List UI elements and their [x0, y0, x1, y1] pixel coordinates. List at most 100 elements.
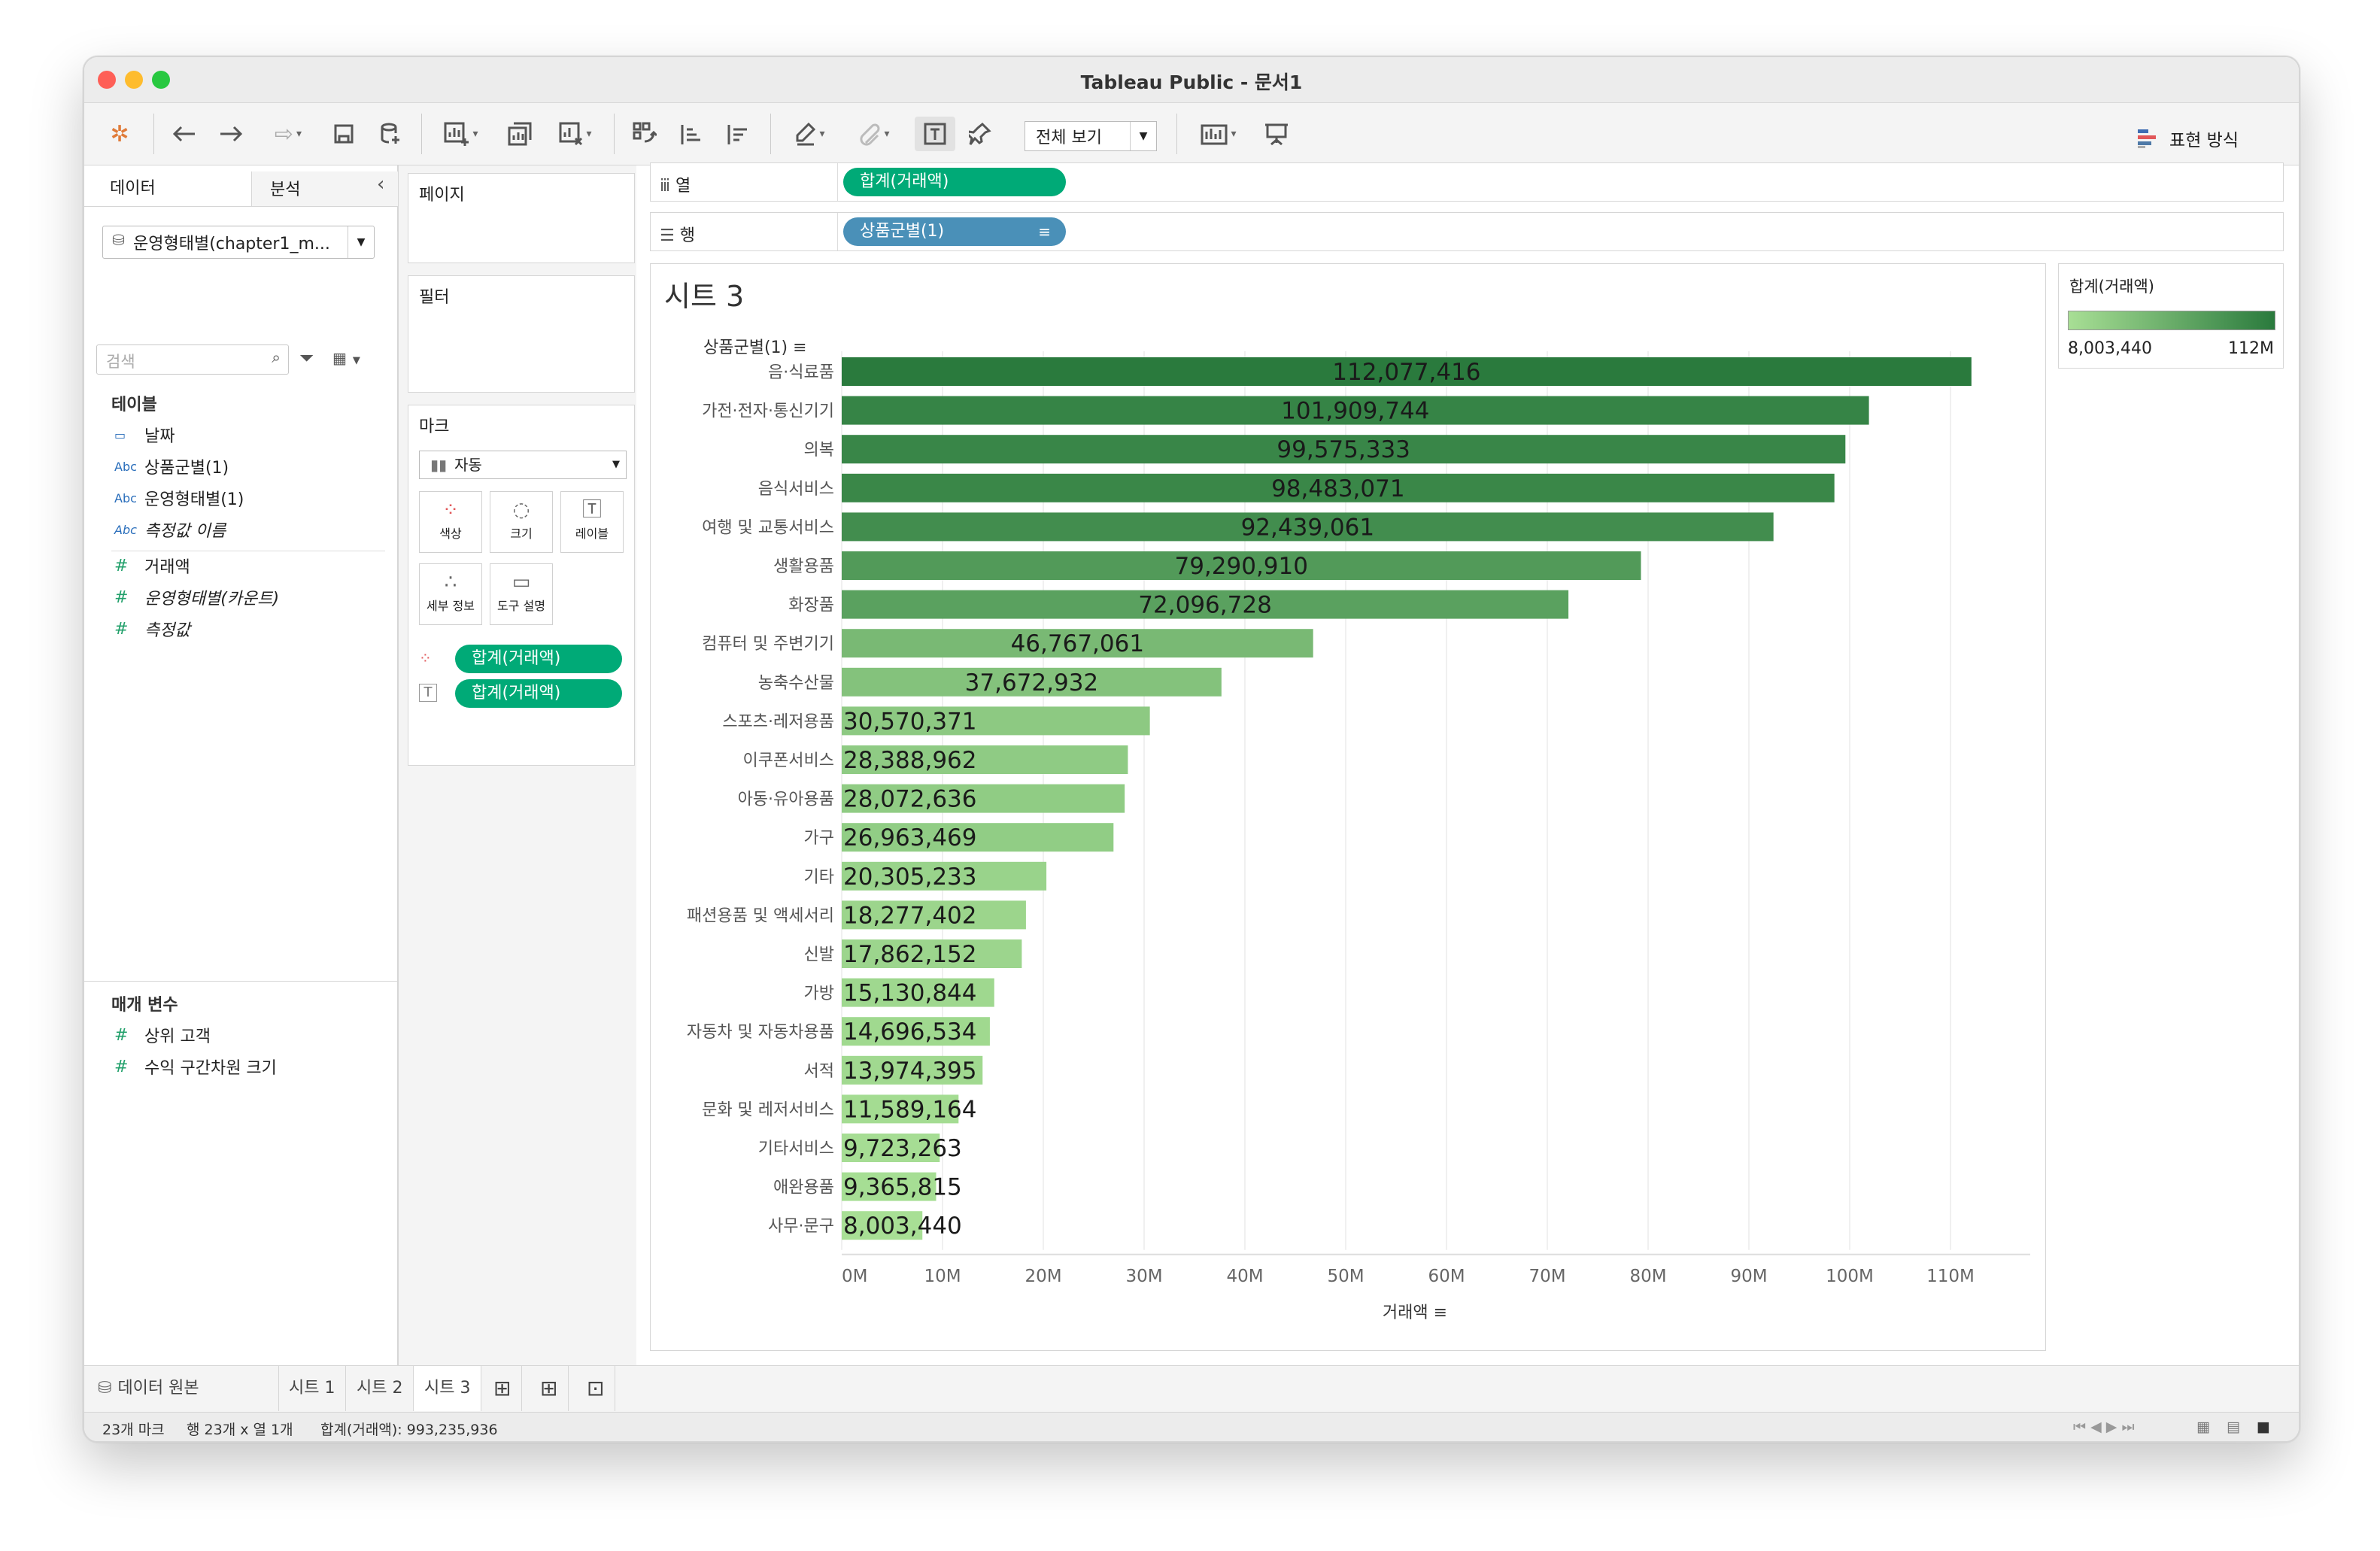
size-button[interactable]: ◌ 크기: [490, 491, 553, 553]
number-icon: #: [114, 556, 129, 575]
parameter-item[interactable]: # 수익 구간차원 크기: [114, 1055, 277, 1079]
close-window-button[interactable]: [98, 71, 116, 89]
param-label: 수익 구간차원 크기: [144, 1059, 277, 1078]
rows-label: 행: [679, 226, 695, 245]
datasource-selector[interactable]: ⛁ 운영형태별(chapter1_m... ▼: [102, 226, 375, 259]
field-dim[interactable]: Abc 운영형태별(1): [114, 486, 244, 510]
category-label: 애완용품: [773, 1179, 834, 1197]
mark-type-select[interactable]: ▮▮ 자동 ▼: [419, 451, 627, 479]
sort-ascending-icon[interactable]: [674, 117, 709, 151]
new-worksheet-icon[interactable]: ⊞: [483, 1366, 523, 1411]
pages-card[interactable]: 페이지: [408, 173, 635, 263]
redo-icon[interactable]: [214, 117, 248, 151]
color-pill[interactable]: 합계(거래액): [455, 645, 622, 673]
field-label: 상품군별(1): [144, 459, 229, 478]
color-legend[interactable]: 합계(거래액) 8,003,440 112M: [2058, 263, 2284, 369]
filter-icon[interactable]: ⏷: [299, 348, 314, 369]
new-story-icon[interactable]: ⊡: [576, 1366, 616, 1411]
show-cards-icon[interactable]: ▾: [1190, 117, 1247, 151]
zoom-window-button[interactable]: [152, 71, 170, 89]
minimize-window-button[interactable]: [125, 71, 143, 89]
sort-icon: ≡: [1038, 223, 1051, 241]
filters-card[interactable]: 필터: [408, 275, 635, 393]
category-label: 농축수산물: [758, 674, 834, 693]
new-worksheet-icon[interactable]: ▾: [435, 117, 487, 151]
fix-axes-pin-icon[interactable]: [963, 117, 997, 151]
sort-descending-icon[interactable]: [721, 117, 755, 151]
field-dim[interactable]: Abc 측정값 이름: [114, 518, 226, 542]
tab-sheet-1[interactable]: 시트 1: [278, 1366, 347, 1411]
bar: [842, 1055, 983, 1085]
show-mark-labels-icon[interactable]: [915, 117, 955, 151]
detail-button[interactable]: ∴ 세부 정보: [419, 563, 482, 625]
datasource-icon: ⛁: [112, 231, 125, 249]
x-tick-label: 20M: [1025, 1267, 1061, 1286]
columns-pill[interactable]: 합계(거래액): [843, 168, 1066, 196]
tab-analysis[interactable]: 분석 ‹: [251, 171, 398, 206]
columns-shelf[interactable]: ⅲ 열 합계(거래액): [650, 162, 2284, 202]
fit-view-select[interactable]: 전체 보기 ▼: [1025, 121, 1157, 151]
label-button[interactable]: 🅃 레이블: [560, 491, 624, 553]
label-pill[interactable]: 합계(거래액): [455, 679, 622, 708]
data-label: 9,365,815: [843, 1174, 962, 1201]
color-button[interactable]: ⁘ 색상: [419, 491, 482, 553]
field-dim[interactable]: Abc 상품군별(1): [114, 454, 229, 478]
replay-icon[interactable]: ⇨ ▾: [274, 120, 302, 147]
field-measure[interactable]: # 거래액: [114, 554, 190, 578]
data-label: 101,909,744: [1281, 398, 1429, 425]
new-dashboard-icon[interactable]: ⊞: [530, 1366, 569, 1411]
calendar-icon: ▭: [114, 427, 126, 442]
group-members-icon[interactable]: ▾: [848, 117, 901, 151]
highlight-icon[interactable]: ▾: [784, 117, 836, 151]
search-input[interactable]: 검색 ⌕: [96, 344, 289, 375]
filmstrip-view-icon[interactable]: ■: [2257, 1419, 2270, 1435]
chevron-down-icon: ▼: [348, 226, 374, 258]
presentation-mode-icon[interactable]: [1259, 117, 1294, 151]
collapse-chevron-left-icon[interactable]: ‹: [377, 173, 385, 196]
view-options-icon[interactable]: ▦ ▼: [332, 349, 360, 367]
tab-sheet-3[interactable]: 시트 3: [414, 1366, 482, 1411]
page-nav-icon[interactable]: ⏮ ◀ ▶ ⏭: [2073, 1419, 2135, 1435]
category-label: 서적: [804, 1062, 834, 1081]
field-label: 측정값: [144, 621, 190, 640]
bar: [842, 512, 1774, 542]
bar: [842, 784, 1125, 813]
mark-type-value: 자동: [454, 456, 482, 474]
data-label: 15,130,844: [843, 980, 977, 1007]
bar: [842, 745, 1128, 774]
clear-sheet-icon[interactable]: ▾: [549, 117, 602, 151]
category-label: 의복: [804, 441, 834, 460]
show-me-button[interactable]: 표현 방식: [2136, 126, 2239, 151]
field-measure[interactable]: # 측정값: [114, 617, 190, 641]
category-label: 자동차 및 자동차용품: [687, 1023, 834, 1042]
size-icon: ◌: [512, 499, 530, 521]
grid-view-icon[interactable]: ▦: [2196, 1419, 2210, 1435]
window-title: Tableau Public - 문서1: [1080, 71, 1303, 93]
swap-rows-columns-icon[interactable]: [627, 117, 662, 151]
tab-data[interactable]: 데이터: [110, 179, 156, 198]
undo-icon[interactable]: [167, 117, 202, 151]
marks-card: 마크 ▮▮ 자동 ▼ ⁘ 색상 ◌ 크기 🅃 레이블 ∴ 세부 정보 ▭ 도구 설명 ⁘ …: [408, 405, 635, 766]
list-view-icon[interactable]: ▤: [2227, 1419, 2240, 1435]
duplicate-sheet-icon[interactable]: [502, 117, 537, 151]
tab-analysis-label: 분석: [270, 181, 301, 199]
data-label: 20,305,233: [843, 864, 977, 891]
new-datasource-icon[interactable]: [373, 117, 408, 151]
bar: [842, 435, 1846, 464]
rows-pill[interactable]: 상품군별(1) ≡: [843, 217, 1066, 246]
tableau-logo-icon[interactable]: ✲: [110, 120, 129, 147]
rows-shelf[interactable]: ☰ 행 상품군별(1) ≡: [650, 212, 2284, 251]
tooltip-button[interactable]: ▭ 도구 설명: [490, 563, 553, 625]
datasource-tab[interactable]: ⛁ 데이터 원본: [84, 1366, 279, 1411]
legend-gradient: [2068, 311, 2275, 330]
bar: [842, 396, 1869, 425]
parameter-item[interactable]: # 상위 고객: [114, 1023, 211, 1047]
field-measure[interactable]: # 운영형태별(카운트): [114, 585, 279, 609]
columns-icon: ⅲ: [660, 177, 671, 196]
category-label: 패션용품 및 액세서리: [687, 906, 834, 925]
tab-sheet-2[interactable]: 시트 2: [346, 1366, 414, 1411]
save-icon[interactable]: [326, 117, 361, 151]
field-date[interactable]: ▭ 날짜: [114, 423, 175, 447]
color-icon: ⁘: [442, 499, 459, 521]
tooltip-icon: ▭: [512, 571, 531, 593]
